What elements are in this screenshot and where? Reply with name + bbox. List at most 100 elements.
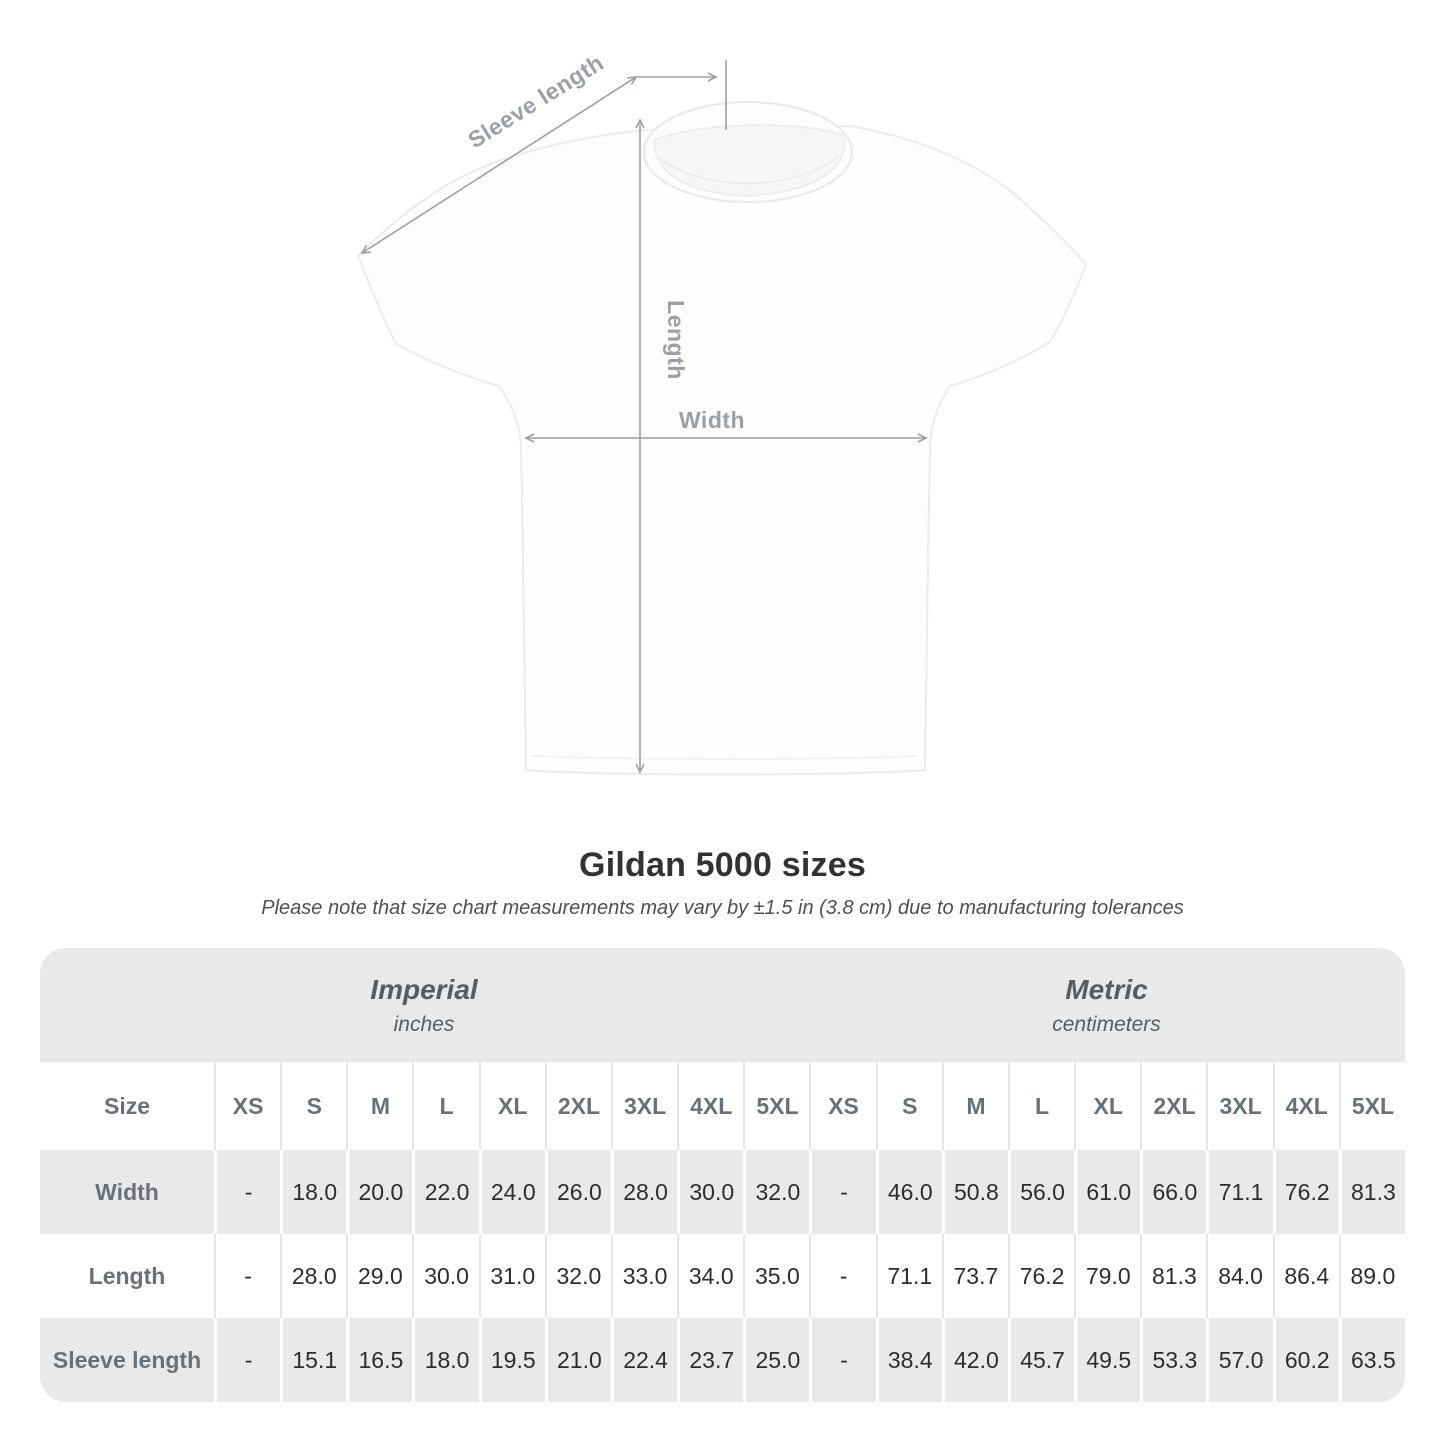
size-header-imperial-2xl: 2XL [544, 1062, 611, 1150]
size-header-metric-3xl: 3XL [1206, 1062, 1272, 1150]
length-metric-xs: - [809, 1234, 875, 1318]
row-label-sleeve-length: Sleeve length [52, 1346, 202, 1373]
length-metric-m: 73.7 [941, 1234, 1008, 1318]
table-row-length: Length - 28.0 29.0 30.0 31.0 32.0 33.0 3… [40, 1234, 1405, 1318]
size-header-metric-2xl: 2XL [1140, 1062, 1206, 1150]
width-imperial-m: 20.0 [346, 1150, 412, 1234]
sleeve-imperial-3xl: 22.4 [610, 1318, 677, 1402]
width-metric-2xl: 66.0 [1140, 1150, 1206, 1234]
length-imperial-xs: - [214, 1234, 280, 1318]
width-imperial-5xl: 32.0 [743, 1150, 809, 1234]
length-imperial-3xl: 33.0 [610, 1234, 677, 1318]
length-metric-4xl: 86.4 [1272, 1234, 1339, 1318]
imperial-label: Imperial [370, 973, 478, 1005]
sleeve-metric-xl: 49.5 [1074, 1318, 1140, 1402]
row-label-width: Width [95, 1178, 159, 1205]
size-header-metric-l: L [1007, 1062, 1074, 1150]
width-metric-3xl: 71.1 [1206, 1150, 1272, 1234]
row-label-length: Length [88, 1262, 166, 1289]
page-subtitle: Please note that size chart measurements… [261, 897, 1184, 919]
sleeve-metric-s: 38.4 [875, 1318, 942, 1402]
width-metric-5xl: 81.3 [1338, 1150, 1405, 1234]
sleeve-imperial-4xl: 23.7 [677, 1318, 743, 1402]
length-metric-3xl: 84.0 [1206, 1234, 1272, 1318]
unit-header-imperial: Imperial inches [40, 948, 808, 1062]
sleeve-imperial-s: 15.1 [280, 1318, 346, 1402]
size-header-metric-xs: XS [809, 1062, 875, 1150]
sleeve-imperial-2xl: 21.0 [544, 1318, 611, 1402]
width-label: Width [679, 407, 745, 433]
table-row-sleeve-length: Sleeve length - 15.1 16.5 18.0 19.5 21.0… [40, 1318, 1405, 1402]
width-metric-xs: - [809, 1150, 875, 1234]
tshirt-outline [356, 124, 1088, 776]
sleeve-length-arrow [360, 60, 727, 254]
tshirt-diagram-svg: Sleeve length Length Width [356, 49, 1088, 776]
length-imperial-l: 30.0 [412, 1234, 478, 1318]
table-row-width: Width - 18.0 20.0 22.0 24.0 26.0 28.0 30… [40, 1150, 1405, 1234]
sleeve-metric-3xl: 57.0 [1206, 1318, 1272, 1402]
page-title: Gildan 5000 sizes [579, 846, 866, 884]
metric-unit-label: centimeters [1052, 1012, 1161, 1036]
width-metric-s: 46.0 [875, 1150, 942, 1234]
length-metric-xl: 79.0 [1074, 1234, 1140, 1318]
width-metric-4xl: 76.2 [1272, 1150, 1339, 1234]
sleeve-metric-xs: - [809, 1318, 875, 1402]
sleeve-imperial-xs: - [214, 1318, 280, 1402]
size-header-imperial-xl: XL [478, 1062, 545, 1150]
width-metric-l: 56.0 [1007, 1150, 1074, 1234]
length-label: Length [663, 300, 689, 380]
width-imperial-2xl: 26.0 [544, 1150, 611, 1234]
length-imperial-xl: 31.0 [478, 1234, 545, 1318]
width-metric-m: 50.8 [941, 1150, 1008, 1234]
size-header-metric-4xl: 4XL [1272, 1062, 1339, 1150]
size-header-imperial-s: S [280, 1062, 346, 1150]
unit-header-band: Imperial inches Metric centimeters [40, 948, 1405, 1062]
length-metric-2xl: 81.3 [1140, 1234, 1206, 1318]
length-metric-l: 76.2 [1007, 1234, 1074, 1318]
size-header-imperial-4xl: 4XL [677, 1062, 743, 1150]
length-metric-5xl: 89.0 [1338, 1234, 1405, 1318]
sleeve-metric-l: 45.7 [1007, 1318, 1074, 1402]
width-imperial-4xl: 30.0 [677, 1150, 743, 1234]
unit-header-metric: Metric centimeters [808, 948, 1405, 1062]
sleeve-imperial-5xl: 25.0 [743, 1318, 809, 1402]
length-imperial-5xl: 35.0 [743, 1234, 809, 1318]
hem-stitch [531, 755, 919, 760]
metric-label: Metric [1065, 973, 1148, 1005]
size-header-metric-5xl: 5XL [1338, 1062, 1405, 1150]
length-imperial-4xl: 34.0 [677, 1234, 743, 1318]
length-imperial-2xl: 32.0 [544, 1234, 611, 1318]
collar [643, 101, 853, 203]
sleeve-imperial-xl: 19.5 [478, 1318, 545, 1402]
width-imperial-3xl: 28.0 [610, 1150, 677, 1234]
width-imperial-s: 18.0 [280, 1150, 346, 1234]
length-metric-s: 71.1 [875, 1234, 942, 1318]
size-header-metric-m: M [941, 1062, 1008, 1150]
size-chart-table: Imperial inches Metric centimeters Size … [40, 948, 1405, 1402]
size-header-metric-s: S [875, 1062, 942, 1150]
width-imperial-l: 22.0 [412, 1150, 478, 1234]
width-imperial-xl: 24.0 [478, 1150, 545, 1234]
length-imperial-m: 29.0 [346, 1234, 412, 1318]
sleeve-metric-5xl: 63.5 [1338, 1318, 1405, 1402]
size-header-imperial-m: M [346, 1062, 412, 1150]
size-column-header: Size [103, 1092, 151, 1119]
title-block: Gildan 5000 sizes Please note that size … [0, 846, 1445, 920]
sleeve-metric-4xl: 60.2 [1272, 1318, 1339, 1402]
imperial-unit-label: inches [393, 1012, 455, 1036]
size-header-imperial-xs: XS [214, 1062, 280, 1150]
size-header-imperial-3xl: 3XL [610, 1062, 677, 1150]
size-header-imperial-l: L [412, 1062, 478, 1150]
size-header-imperial-5xl: 5XL [743, 1062, 809, 1150]
tshirt-diagram: Sleeve length Length Width [356, 49, 1088, 776]
width-metric-xl: 61.0 [1074, 1150, 1140, 1234]
sleeve-imperial-m: 16.5 [346, 1318, 412, 1402]
sleeve-metric-m: 42.0 [941, 1318, 1008, 1402]
length-imperial-s: 28.0 [280, 1234, 346, 1318]
width-imperial-xs: - [214, 1150, 280, 1234]
size-header-row: Size XS S M L XL 2XL 3XL 4XL 5XL XS S M … [40, 1062, 1405, 1150]
sleeve-imperial-l: 18.0 [412, 1318, 478, 1402]
size-header-metric-xl: XL [1074, 1062, 1140, 1150]
sleeve-metric-2xl: 53.3 [1140, 1318, 1206, 1402]
